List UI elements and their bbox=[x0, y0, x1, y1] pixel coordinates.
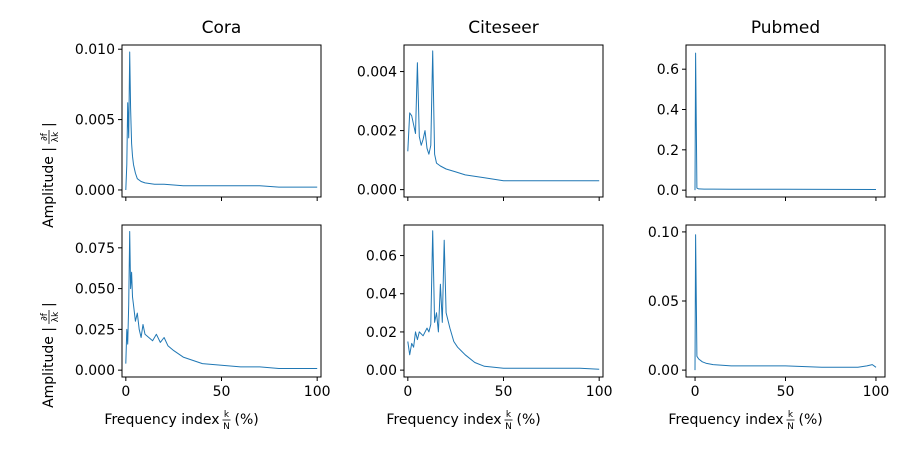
y-axis-label-abs-close: | bbox=[41, 122, 57, 127]
y-tick-label: 0.00 bbox=[648, 363, 679, 379]
series-line bbox=[694, 52, 877, 191]
x-tick-label: 0 bbox=[403, 384, 412, 400]
plot-frame bbox=[685, 44, 886, 198]
x-tick-label: 100 bbox=[304, 384, 331, 400]
x-tick-label: 100 bbox=[586, 384, 613, 400]
y-tick-label: 0.005 bbox=[75, 113, 115, 129]
x-axis-label: Frequency index kN (%) bbox=[668, 410, 822, 432]
x-axis-label: Frequency index kN (%) bbox=[104, 410, 258, 432]
x-tick-label: 50 bbox=[213, 384, 231, 400]
y-tick-label: 0.025 bbox=[75, 322, 115, 338]
panel-3: Pubmed 0.0 0.2 0.4 0.6 bbox=[657, 18, 886, 201]
y-tick-label: 0.4 bbox=[657, 103, 679, 119]
y-tick-label: 0.002 bbox=[357, 124, 397, 140]
y-axis-label-abs-close: | bbox=[41, 302, 57, 307]
y-tick-label: 0.0 bbox=[657, 183, 679, 199]
x-tick-label: 0 bbox=[121, 384, 130, 400]
panel-title: Cora bbox=[202, 18, 242, 38]
y-axis-label-frac-num: ∂f bbox=[40, 132, 50, 141]
x-axis-label-frac-num: k bbox=[788, 410, 794, 420]
x-tick-label: 50 bbox=[777, 384, 795, 400]
x-tick-label: 0 bbox=[691, 384, 700, 400]
y-tick-label: 0.2 bbox=[657, 143, 679, 159]
panel-title: Pubmed bbox=[751, 18, 820, 38]
y-tick-label: 0.02 bbox=[366, 325, 397, 341]
x-axis-label-text: Frequency index bbox=[104, 412, 219, 428]
y-tick-label: 0.004 bbox=[357, 65, 397, 81]
panel-2: Citeseer 0.000 0.002 0.004 bbox=[357, 18, 604, 201]
y-axis-label-frac-den: λk bbox=[51, 131, 61, 142]
plot-frame bbox=[121, 224, 322, 378]
y-tick-label: 0.10 bbox=[648, 225, 679, 241]
x-axis-label-text: Frequency index bbox=[668, 412, 783, 428]
panel-1: Cora 0.000 0.005 0.010 Amplitude | ∂f λk | bbox=[40, 18, 322, 228]
x-axis-label-frac-num: k bbox=[506, 410, 512, 420]
panel-6: 0 50 100 0.00 0.05 0.10 Frequency index kN (%) bbox=[648, 224, 890, 432]
x-axis-label-suffix: (%) bbox=[799, 412, 823, 428]
x-axis-label-suffix: (%) bbox=[517, 412, 541, 428]
y-axis-label-text: Amplitude | bbox=[41, 147, 57, 228]
panel-4: 0 50 100 0.000 0.025 0.050 0.075 Amplitude | ∂f λ… bbox=[40, 224, 331, 432]
y-tick-label: 0.06 bbox=[366, 249, 397, 265]
series-line bbox=[125, 231, 318, 369]
y-tick-label: 0.04 bbox=[366, 287, 397, 303]
series-line bbox=[694, 234, 877, 371]
x-axis-label-frac-num: k bbox=[224, 410, 230, 420]
series-line bbox=[407, 50, 600, 182]
x-axis-label-text: Frequency index bbox=[386, 412, 501, 428]
y-tick-label: 0.075 bbox=[75, 241, 115, 257]
panel-title: Citeseer bbox=[468, 18, 538, 38]
y-tick-label: 0.000 bbox=[75, 363, 115, 379]
x-axis-label-frac-den: N bbox=[787, 422, 794, 432]
x-axis-label-frac-den: N bbox=[505, 422, 512, 432]
y-tick-label: 0.05 bbox=[648, 294, 679, 310]
y-axis-label-text: Amplitude | bbox=[41, 327, 57, 408]
panel-5: 0 50 100 0.00 0.02 0.04 0.06 Frequency index kN (… bbox=[366, 224, 613, 432]
y-axis-label-frac-den: λk bbox=[51, 311, 61, 322]
series-line bbox=[125, 51, 318, 191]
x-axis-label-suffix: (%) bbox=[235, 412, 259, 428]
plot-frame bbox=[685, 224, 886, 378]
y-axis-label-frac-num: ∂f bbox=[40, 312, 50, 321]
y-tick-label: 0.6 bbox=[657, 62, 679, 78]
x-tick-label: 100 bbox=[863, 384, 890, 400]
plot-frame bbox=[121, 44, 322, 198]
y-tick-label: 0.00 bbox=[366, 363, 397, 379]
y-tick-label: 0.050 bbox=[75, 282, 115, 298]
x-axis-label: Frequency index kN (%) bbox=[386, 410, 540, 432]
y-tick-label: 0.000 bbox=[75, 183, 115, 199]
y-axis-label: Amplitude | ∂f λk | bbox=[40, 302, 61, 408]
y-tick-label: 0.000 bbox=[357, 183, 397, 199]
series-line bbox=[407, 230, 600, 370]
x-axis-label-frac-den: N bbox=[223, 422, 230, 432]
y-axis-label: Amplitude | ∂f λk | bbox=[40, 122, 61, 228]
y-tick-label: 0.010 bbox=[75, 42, 115, 58]
x-tick-label: 50 bbox=[495, 384, 513, 400]
